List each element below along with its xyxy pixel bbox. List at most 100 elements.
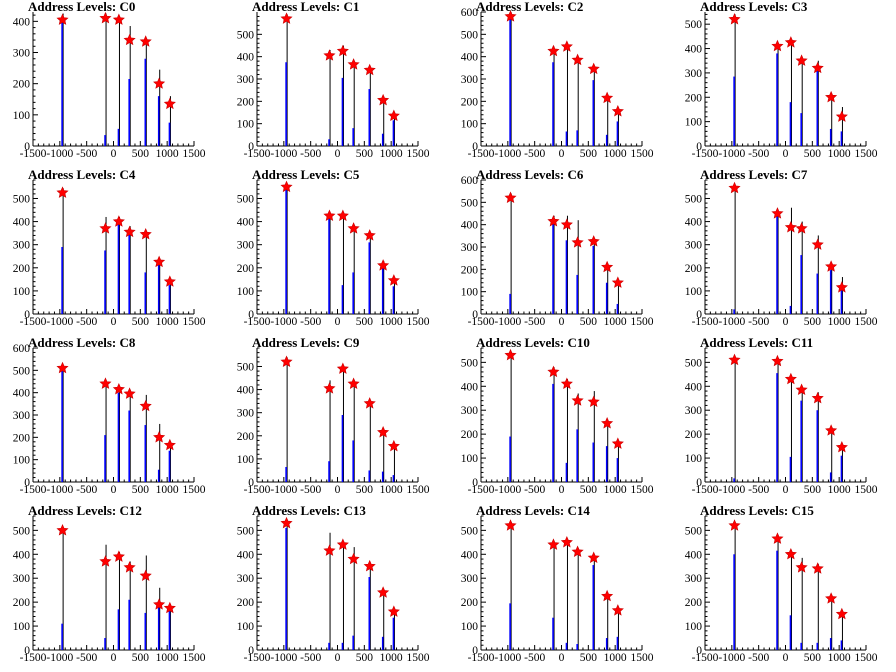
y-tick-label: 0 [472,309,478,321]
x-tick-label: 0 [559,484,565,496]
y-tick-label: 100 [237,286,255,298]
y-tick-label: 300 [13,573,31,585]
chart-svg: Address Levels: C40100200300400500-1500-… [13,167,206,328]
x-tick-label: -500 [300,484,321,496]
y-tick-label: 100 [13,455,31,467]
peak-marker-star [323,382,336,394]
x-tick-label: -1500 [468,148,495,160]
peak-marker-star [825,424,838,436]
peak-marker-star [835,281,848,293]
peak-marker-star [163,601,176,614]
chart-panel: Address Levels: C5 0 100 200 300 400 500 -1500-… [224,167,448,336]
y-tick-label: 200 [685,92,703,104]
x-tick-label: -1500 [244,148,271,160]
y-tick-label: 500 [461,29,479,41]
x-tick-label: -1500 [20,316,47,328]
chart-svg: Address Levels: C90100200300400500-1500-… [237,335,430,496]
chart-panel: Address Levels: C8 0 100 200 300 400 500 600 -15… [0,335,224,504]
x-tick-label: -1500 [20,652,47,664]
peak-marker-star [784,547,797,560]
x-tick-label: -500 [524,652,545,664]
x-tick-label: 500 [356,652,374,664]
peak-marker-star [571,545,584,558]
y-tick-label: 500 [237,525,255,537]
x-tick-label: -1500 [468,484,495,496]
peak-marker-star [387,605,400,617]
y-tick-label: 0 [24,477,30,489]
peak-marker-star [112,382,125,395]
x-tick-label: 1500 [631,484,654,496]
y-tick-label: 400 [13,217,31,229]
x-tick-label: 500 [580,148,598,160]
chart-title: Address Levels: C11 [700,335,813,350]
y-tick-label: 200 [461,597,479,609]
y-tick-label: 500 [461,357,479,369]
x-tick-label: 0 [111,148,117,160]
y-tick-label: 600 [461,175,479,187]
x-tick-label: 1000 [828,484,851,496]
peak-marker-star [560,40,573,52]
y-tick-label: 400 [461,52,479,64]
x-tick-label: 0 [111,316,117,328]
peak-marker-star [347,58,360,70]
y-tick-label: 0 [24,141,30,153]
y-tick-label: 100 [237,621,255,633]
x-tick-label: 1000 [828,316,851,328]
x-tick-label: -1500 [692,652,719,664]
y-tick-label: 300 [685,573,703,585]
x-tick-label: 1500 [407,148,430,160]
y-tick-label: 600 [461,7,479,19]
peak-marker-star [377,425,390,438]
chart-panel: Address Levels: C2 0 100 200 300 400 500 600 -15… [448,0,672,168]
x-tick-label: -500 [748,148,769,160]
peak-marker-star [611,604,624,616]
y-tick-label: 200 [13,432,31,444]
peak-marker-star [795,54,808,66]
peak-marker-star [347,377,360,389]
y-tick-label: 200 [237,597,255,609]
chart-title: Address Levels: C3 [700,0,808,14]
peak-marker-star [363,63,376,76]
chart-panel: Address Levels: C4 0 100 200 300 400 500 -1500-… [0,167,224,336]
x-tick-label: 500 [804,148,822,160]
chart-title: Address Levels: C14 [476,503,590,518]
peak-marker-star [601,91,614,104]
x-tick-label: 0 [783,316,789,328]
y-tick-label: 300 [13,48,31,60]
peak-marker-star [347,552,360,565]
x-tick-label: 500 [804,484,822,496]
peak-marker-star [387,109,400,121]
y-tick-label: 500 [13,193,31,205]
chart-svg: Address Levels: C30100200300400500-1500-… [685,0,878,160]
peak-marker-star [611,105,624,117]
y-tick-label: 600 [13,343,31,355]
chart-panel: Address Levels: C14 0 100 200 300 400 500 -1500… [448,503,672,672]
x-tick-label: -500 [524,148,545,160]
y-tick-label: 500 [237,193,255,205]
y-tick-label: 200 [13,263,31,275]
peak-marker-star [323,49,336,61]
peak-marker-star [153,77,166,89]
x-tick-label: -1000 [270,148,297,160]
x-tick-label: 1500 [183,652,206,664]
chart-panel: Address Levels: C10 0 100 200 300 400 500 -1500… [448,335,672,504]
chart-title: Address Levels: C1 [252,0,359,14]
y-tick-label: 0 [696,477,702,489]
y-tick-label: 100 [685,621,703,633]
peak-marker-star [153,598,166,610]
chart-svg: Address Levels: C2 0 100 200 300 400 500 600 -15… [461,0,654,160]
peak-marker-star [728,12,741,25]
x-tick-label: 500 [580,484,598,496]
peak-marker-star [387,439,400,452]
y-tick-label: 400 [13,16,31,28]
chart-title: Address Levels: C2 [476,0,583,14]
peak-marker-star [123,225,136,238]
chart-panel: Address Levels: C11 0 100 200 300 400 500 -1500… [672,335,896,504]
x-tick-label: -1000 [270,484,297,496]
x-tick-label: 1500 [855,316,878,328]
y-tick-label: 200 [237,263,255,275]
peak-marker-star [112,13,125,25]
x-tick-label: 500 [132,484,150,496]
x-tick-label: -1500 [468,652,495,664]
